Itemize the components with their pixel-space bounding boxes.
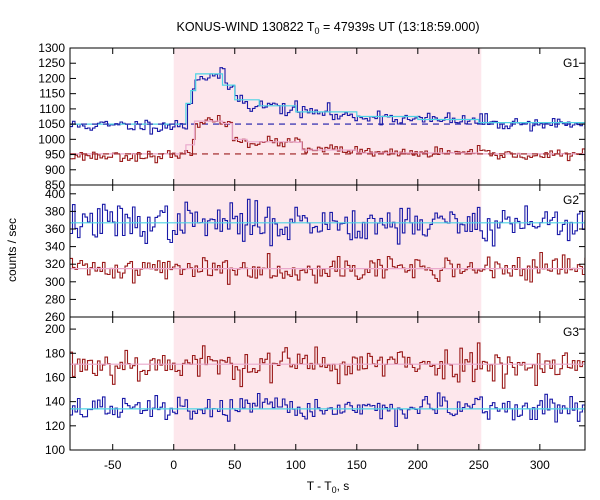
count-rate-series-red	[70, 114, 586, 164]
y-tick-label: 340	[45, 240, 65, 254]
y-tick-label: 300	[45, 275, 65, 289]
panel-label: G2	[563, 193, 579, 207]
model-fit-red	[70, 120, 585, 155]
x-tick-label: -50	[104, 458, 122, 472]
y-axis-title: counts / sec	[5, 218, 19, 282]
x-tick-label: 100	[286, 458, 306, 472]
x-tick-label: 300	[530, 458, 550, 472]
x-tick-label: 200	[408, 458, 428, 472]
y-tick-label: 1250	[38, 56, 65, 70]
x-tick-label: 150	[347, 458, 367, 472]
panel-label: G3	[563, 325, 579, 339]
panel-g2	[70, 198, 586, 285]
x-tick-label: 0	[170, 458, 177, 472]
y-tick-label: 850	[45, 178, 65, 192]
y-tick-label: 1000	[38, 132, 65, 146]
x-tick-label: 250	[469, 458, 489, 472]
y-tick-label: 360	[45, 222, 65, 236]
panel-frame	[69, 316, 586, 451]
y-tick-label: 400	[45, 187, 65, 201]
y-tick-label: 100	[45, 443, 65, 457]
y-tick-label: 1150	[39, 87, 65, 101]
model-fit-blue	[70, 73, 585, 125]
y-tick-label: 380	[45, 204, 65, 218]
y-tick-label: 900	[45, 163, 65, 177]
panel-g3	[70, 342, 586, 428]
y-tick-label: 120	[45, 419, 65, 433]
y-tick-label: 320	[45, 257, 65, 271]
chart-title: KONUS-WIND 130822 T0 = 47939s UT (13:18:…	[177, 20, 480, 36]
y-tick-label: 180	[45, 346, 65, 360]
y-tick-label: 1300	[38, 41, 65, 55]
shaded-interval	[173, 185, 482, 317]
panel-label: G1	[563, 56, 579, 70]
y-tick-label: 140	[45, 395, 65, 409]
y-tick-label: 1100	[39, 102, 65, 116]
count-rate-series-red	[70, 342, 586, 389]
y-tick-label: 160	[45, 370, 65, 384]
y-tick-label: 1050	[38, 117, 65, 131]
panel-g1	[70, 67, 586, 164]
y-tick-label: 280	[45, 292, 65, 306]
y-tick-label: 260	[45, 310, 65, 324]
y-tick-label: 1200	[38, 71, 65, 85]
shaded-interval	[173, 317, 482, 450]
x-tick-label: 50	[228, 458, 242, 472]
y-tick-label: 950	[45, 148, 65, 162]
x-axis-title: T - T0, s	[307, 479, 350, 495]
y-tick-label: 200	[45, 322, 65, 336]
